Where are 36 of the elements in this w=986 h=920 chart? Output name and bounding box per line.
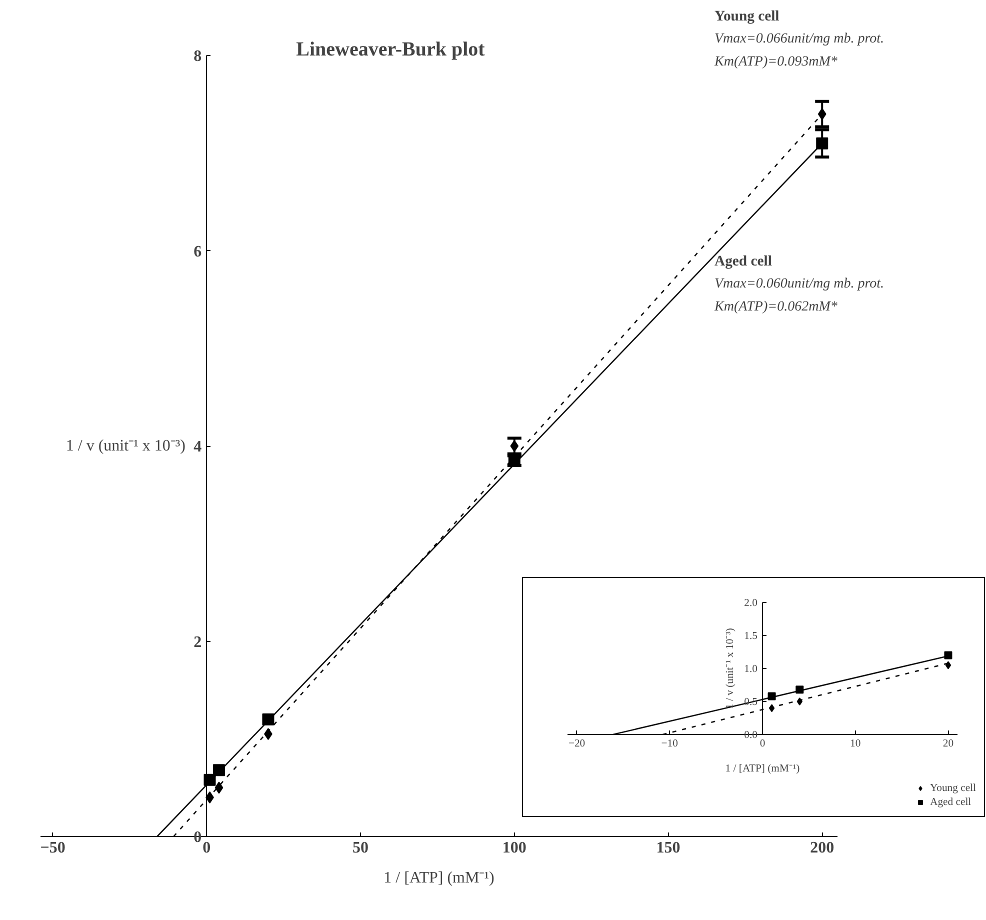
point xyxy=(818,108,826,120)
legend-label: Young cell xyxy=(930,782,976,794)
x-axis-title: 1 / [ATP] (mM⁻¹) xyxy=(725,764,800,774)
x-tick-label: 100 xyxy=(502,840,526,856)
y-axis-title: 1 / v (unit⁻¹ x 10⁻³) xyxy=(66,438,186,454)
y-tick-label: 2.0 xyxy=(744,598,758,609)
point xyxy=(214,782,224,794)
annotation: Km(ATP)=0.062mM* xyxy=(714,300,838,314)
annotation: Vmax=0.060unit/mg mb. prot. xyxy=(714,276,884,292)
y-tick-label: 1.5 xyxy=(744,631,758,642)
point xyxy=(816,137,828,150)
x-tick-label: 200 xyxy=(810,840,834,856)
text: Vmax=0.066unit/mg mb. prot. xyxy=(714,32,884,46)
x-tick-label: −20 xyxy=(568,738,586,750)
point xyxy=(945,661,952,670)
x-tick-label: −50 xyxy=(40,840,66,856)
y-tick-label: 1.0 xyxy=(744,664,758,675)
x-axis-title: 1 / [ATP] (mM⁻¹) xyxy=(384,870,494,886)
legend-label: Aged cell xyxy=(930,796,972,808)
x-tick-label: 150 xyxy=(656,840,680,856)
annotation: Km(ATP)=0.093mM* xyxy=(714,54,838,70)
chart-title: Lineweaver-Burk plot xyxy=(296,38,486,60)
x-tick-label: 50 xyxy=(352,840,369,856)
text: Young cell xyxy=(714,8,780,24)
x-tick-label: 20 xyxy=(942,738,954,750)
y-tick-label: 8 xyxy=(194,48,202,65)
point xyxy=(510,440,519,452)
y-tick-label: 6 xyxy=(194,243,202,260)
point xyxy=(944,651,952,660)
y-axis-title: 1 / v (unit⁻¹ x 10⁻³) xyxy=(725,628,736,709)
x-tick-label: 10 xyxy=(850,738,861,750)
y-tick-label: 4 xyxy=(194,438,202,456)
x-tick-label: 0 xyxy=(760,738,766,750)
y-tick-label: 2 xyxy=(194,634,202,651)
x-tick-label: −10 xyxy=(661,738,678,750)
annotation: Aged cell xyxy=(714,254,772,270)
